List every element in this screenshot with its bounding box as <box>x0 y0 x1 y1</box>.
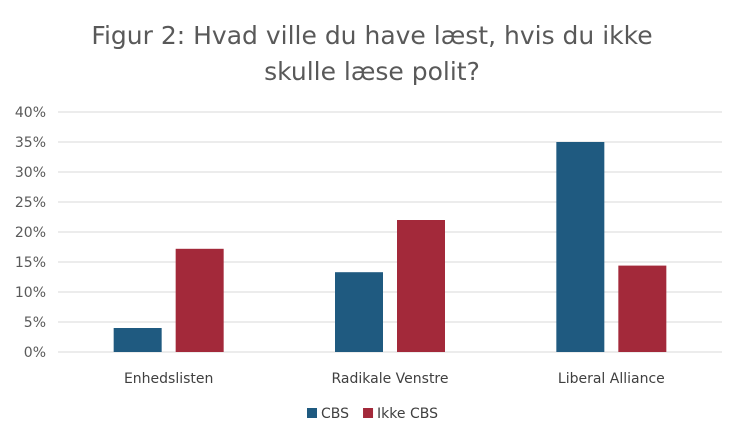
bar-ikke-cbs <box>175 248 224 352</box>
x-category-label: Enhedslisten <box>124 371 213 387</box>
bar-ikke-cbs <box>397 220 445 352</box>
bar-cbs <box>335 272 383 352</box>
y-axis: 0% 5% 10% 15% 20% 25% 30% 35% 40% <box>15 105 46 361</box>
bar-cbs <box>556 142 605 352</box>
y-tick-label: 5% <box>24 315 46 331</box>
y-tick-label: 30% <box>15 165 46 181</box>
y-tick-label: 10% <box>15 285 46 301</box>
gridlines <box>58 111 722 353</box>
x-category-label: Radikale Venstre <box>332 371 449 387</box>
legend-swatch <box>307 408 317 418</box>
x-axis: Enhedslisten Radikale Venstre Liberal Alli… <box>124 371 665 387</box>
legend-label: Ikke CBS <box>377 406 438 422</box>
chart-title-line-2: skulle læse polit? <box>264 57 480 86</box>
x-category-label: Liberal Alliance <box>558 371 665 387</box>
bar-cbs <box>113 328 162 352</box>
legend-label: CBS <box>321 406 349 422</box>
y-tick-label: 20% <box>15 225 46 241</box>
y-tick-label: 0% <box>24 345 46 361</box>
y-tick-label: 15% <box>15 255 46 271</box>
chart-title-line-1: Figur 2: Hvad ville du have læst, hvis d… <box>91 21 652 50</box>
y-tick-label: 25% <box>15 195 46 211</box>
legend-swatch <box>363 408 374 418</box>
y-tick-label: 35% <box>15 135 46 151</box>
legend: CBS Ikke CBS <box>307 406 438 422</box>
bars <box>113 142 667 352</box>
bar-ikke-cbs <box>618 265 667 352</box>
y-tick-label: 40% <box>15 105 46 121</box>
